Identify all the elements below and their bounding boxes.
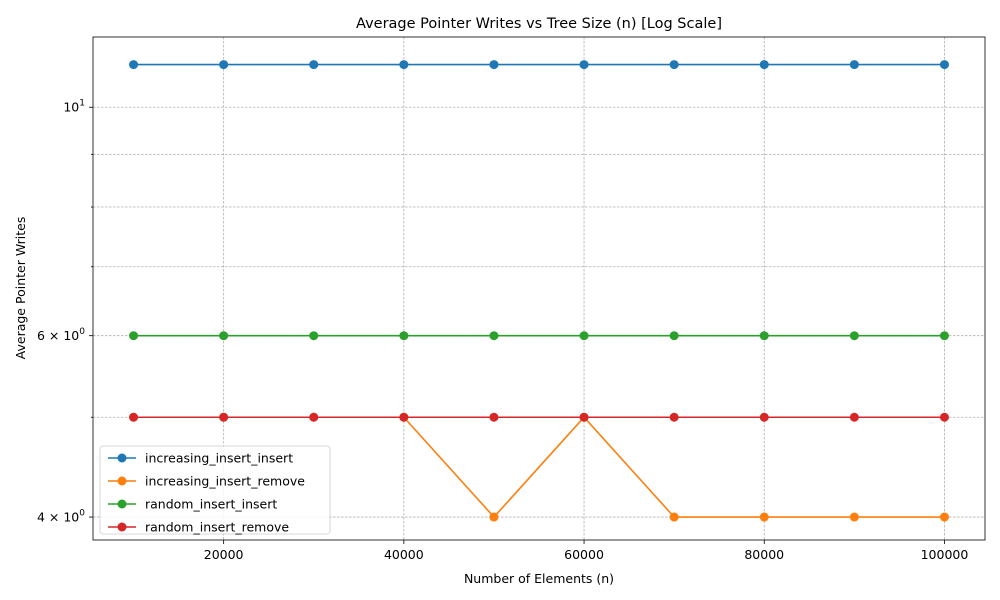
y-tick-label: 101 (63, 99, 85, 115)
legend-box (99, 445, 331, 535)
data-point (939, 412, 949, 422)
data-point (849, 512, 859, 522)
data-point (129, 331, 139, 341)
data-point (759, 331, 769, 341)
series-layer (129, 60, 949, 522)
data-point (579, 331, 589, 341)
data-point (579, 412, 589, 422)
y-tick-label: 6 × 100 (37, 327, 85, 343)
data-point (489, 412, 499, 422)
data-point (759, 412, 769, 422)
series-random_insert_remove (129, 412, 949, 422)
x-tick-label: 80000 (744, 547, 784, 562)
legend-marker (117, 522, 127, 532)
data-point (669, 412, 679, 422)
x-tick-label: 40000 (384, 547, 424, 562)
legend-item: increasing_insert_insert (108, 451, 293, 466)
data-point (129, 60, 139, 70)
data-point (399, 331, 409, 341)
data-point (939, 512, 949, 522)
legend-marker (117, 499, 127, 509)
legend-item: increasing_insert_remove (108, 474, 305, 489)
data-point (759, 60, 769, 70)
data-point (309, 331, 319, 341)
data-point (219, 412, 229, 422)
data-point (219, 331, 229, 341)
x-axis-label: Number of Elements (n) (464, 571, 614, 586)
data-point (939, 60, 949, 70)
data-point (489, 512, 499, 522)
series-increasing_insert_insert (129, 60, 949, 70)
legend-label: increasing_insert_insert (145, 451, 293, 466)
legend-marker (117, 476, 127, 486)
y-tick-label: 4 × 100 (37, 509, 85, 525)
x-tick-label: 60000 (564, 547, 604, 562)
legend-item: random_insert_insert (108, 497, 277, 512)
legend-label: random_insert_remove (145, 520, 289, 535)
data-point (489, 331, 499, 341)
data-point (759, 512, 769, 522)
y-axis-label: Average Pointer Writes (13, 217, 28, 360)
data-point (849, 60, 859, 70)
data-point (219, 60, 229, 70)
data-point (669, 60, 679, 70)
data-point (129, 412, 139, 422)
chart-title: Average Pointer Writes vs Tree Size (n) … (356, 16, 722, 32)
data-point (579, 60, 589, 70)
data-point (939, 331, 949, 341)
legend-label: increasing_insert_remove (145, 474, 305, 489)
x-tick-label: 100000 (921, 547, 969, 562)
data-point (849, 412, 859, 422)
data-point (399, 60, 409, 70)
legend: increasing_insert_insert increasing_inser… (99, 445, 331, 535)
tick-layer: 20000 40000 60000 80000 100000 101 6 × 100 4 × … (37, 99, 968, 562)
data-point (399, 412, 409, 422)
plot-frame (92, 36, 986, 541)
data-point (669, 331, 679, 341)
data-point (669, 512, 679, 522)
legend-label: random_insert_insert (145, 497, 277, 512)
data-point (489, 60, 499, 70)
x-tick-label: 20000 (204, 547, 244, 562)
data-point (849, 331, 859, 341)
series-random_insert_insert (129, 331, 949, 341)
data-point (309, 60, 319, 70)
legend-item: random_insert_remove (108, 520, 289, 535)
legend-marker (117, 453, 127, 463)
data-point (309, 412, 319, 422)
